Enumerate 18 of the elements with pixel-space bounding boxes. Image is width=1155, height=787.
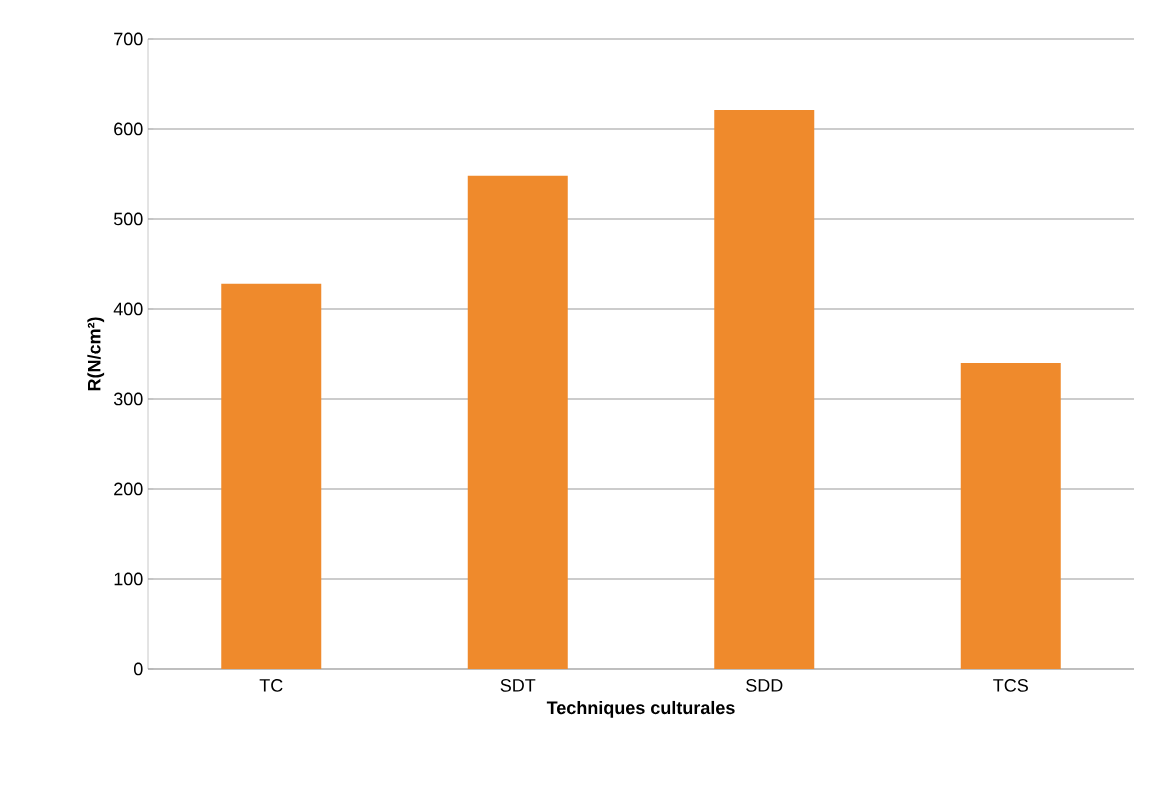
y-tick-label: 600: [114, 122, 143, 136]
bar: [714, 110, 815, 669]
x-tick-label: SDD: [746, 679, 783, 692]
x-axis-title: Techniques culturales: [546, 700, 735, 718]
x-tick-label: SDT: [500, 679, 536, 692]
y-tick-label: 400: [113, 302, 143, 316]
y-axis-title: R(N/cm²): [87, 317, 105, 391]
bar: [960, 362, 1061, 669]
y-tick-label: 500: [113, 212, 143, 226]
x-tick-label: TC: [259, 679, 283, 692]
bar: [221, 283, 322, 669]
bar: [467, 175, 568, 669]
y-tick-label: 0: [134, 662, 143, 676]
y-tick-label: 700: [114, 32, 143, 46]
y-tick-label: 200: [114, 482, 143, 496]
y-tick-label: 100: [114, 572, 143, 586]
y-tick-label: 300: [113, 392, 143, 406]
x-tick-label: TCS: [993, 679, 1028, 692]
